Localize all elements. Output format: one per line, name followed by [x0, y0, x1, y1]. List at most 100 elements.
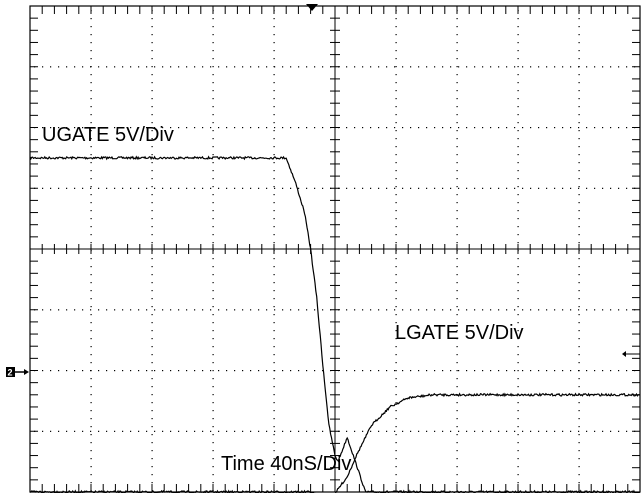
grid-dot — [456, 178, 458, 180]
grid-dot — [273, 474, 275, 476]
grid-dot — [322, 187, 324, 189]
grid-dot — [395, 354, 397, 356]
trace-ugate — [29, 155, 641, 493]
grid-dot — [90, 186, 92, 188]
grid-dot — [90, 370, 92, 372]
grid-dot — [114, 309, 116, 311]
grid-dot — [546, 127, 548, 129]
grid-dot — [274, 66, 276, 68]
grid-dot — [578, 26, 580, 28]
grid-dot — [602, 187, 604, 189]
grid-dot — [122, 309, 124, 311]
grid-dot — [546, 430, 548, 432]
grid-dot — [517, 378, 519, 380]
grid-dot — [90, 114, 92, 116]
grid-dot — [578, 98, 580, 100]
grid-dot — [370, 127, 372, 129]
grid-dot — [578, 58, 580, 60]
grid-dot — [212, 154, 214, 156]
grid-dot — [490, 430, 492, 432]
grid-dot — [212, 450, 214, 452]
grid-dot — [354, 370, 356, 372]
grid-dot — [234, 370, 236, 372]
grid-dot — [610, 309, 612, 311]
grid-dot — [42, 127, 44, 129]
grid-dot — [456, 66, 458, 68]
grid-dot — [517, 74, 519, 76]
grid-dot — [456, 234, 458, 236]
grid-dot — [90, 242, 92, 244]
grid-dot — [212, 330, 214, 332]
grid-dot — [154, 430, 156, 432]
grid-dot — [578, 458, 580, 460]
grid-dot — [151, 234, 153, 236]
grid-dot — [522, 309, 524, 311]
grid-dot — [212, 458, 214, 460]
grid-dot — [586, 430, 588, 432]
grid-dot — [106, 187, 108, 189]
grid-dot — [618, 66, 620, 68]
grid-dot — [442, 309, 444, 311]
grid-dot — [482, 309, 484, 311]
grid-dot — [578, 434, 580, 436]
grid-dot — [418, 187, 420, 189]
grid-dot — [212, 274, 214, 276]
grid-dot — [395, 378, 397, 380]
grid-dot — [242, 187, 244, 189]
grid-dot — [354, 309, 356, 311]
grid-dot — [456, 98, 458, 100]
grid-dot — [456, 154, 458, 156]
grid-dot — [282, 187, 284, 189]
grid-dot — [90, 354, 92, 356]
grid-dot — [273, 442, 275, 444]
grid-dot — [506, 187, 508, 189]
grid-dot — [273, 410, 275, 412]
grid-dot — [370, 66, 372, 68]
grid-dot — [138, 66, 140, 68]
grid-dot — [90, 402, 92, 404]
grid-dot — [395, 394, 397, 396]
grid-dot — [290, 430, 292, 432]
grid-dot — [395, 34, 397, 36]
right-level-marker — [622, 351, 640, 357]
grid-dot — [456, 122, 458, 124]
grid-dot — [90, 482, 92, 484]
grid-dot — [273, 386, 275, 388]
grid-dot — [266, 127, 268, 129]
grid-dot — [456, 410, 458, 412]
grid-dot — [456, 338, 458, 340]
grid-dot — [578, 450, 580, 452]
grid-dot — [578, 210, 580, 212]
grid-dot — [273, 98, 275, 100]
grid-dot — [273, 146, 275, 148]
grid-dot — [395, 98, 397, 100]
grid-dot — [106, 127, 108, 129]
grid-dot — [151, 122, 153, 124]
grid-dot — [122, 370, 124, 372]
grid-dot — [210, 66, 212, 68]
grid-dot — [538, 127, 540, 129]
grid-dot — [90, 138, 92, 140]
grid-dot — [273, 42, 275, 44]
grid-dot — [212, 210, 214, 212]
grid-dot — [212, 314, 214, 316]
grid-dot — [202, 430, 204, 432]
grid-dot — [151, 130, 153, 132]
grid-dot — [386, 127, 388, 129]
grid-dot — [151, 210, 153, 212]
grid-dot — [151, 418, 153, 420]
grid-dot — [151, 218, 153, 220]
grid-dot — [562, 127, 564, 129]
grid-dot — [234, 187, 236, 189]
grid-dot — [456, 426, 458, 428]
grid-dot — [66, 370, 68, 372]
grid-dot — [456, 34, 458, 36]
grid-dot — [50, 309, 52, 311]
grid-dot — [90, 106, 92, 108]
grid-dot — [458, 187, 460, 189]
grid-dot — [212, 146, 214, 148]
grid-dot — [226, 430, 228, 432]
grid-dot — [570, 430, 572, 432]
grid-dot — [66, 127, 68, 129]
grid-dot — [90, 210, 92, 212]
